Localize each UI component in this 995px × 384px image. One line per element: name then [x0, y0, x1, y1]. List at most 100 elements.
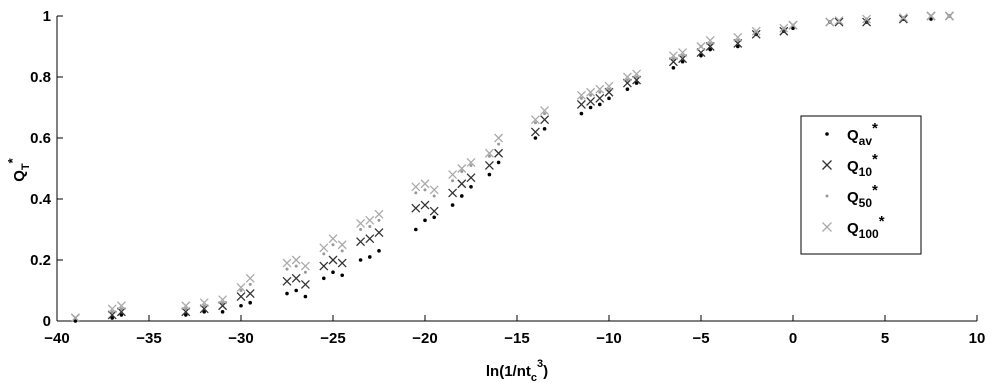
scatter-point: [239, 303, 243, 308]
legend-label-part: 50: [859, 196, 873, 210]
legend-label-part: Q: [847, 220, 859, 237]
x-tick-label: −40: [44, 330, 69, 347]
scatter-point: [119, 313, 124, 317]
scatter-point: [184, 307, 188, 311]
scatter-point: [530, 115, 540, 125]
scatter-point: [368, 224, 372, 228]
scatter-point: [680, 59, 685, 64]
y-tick-label: 0.6: [30, 130, 51, 147]
scatter-point: [862, 14, 872, 24]
label-part: ): [543, 363, 548, 380]
scatter-point: [423, 188, 427, 192]
scatter-point: [634, 81, 639, 85]
scatter-point: [671, 66, 676, 70]
scatter-point: [365, 215, 375, 225]
scatter-point: [411, 182, 421, 192]
y-tick-label: 0.2: [30, 252, 51, 269]
scatter-point: [245, 289, 255, 299]
scatter-point: [542, 127, 547, 131]
scatter-point: [73, 319, 78, 323]
y-tick-label: 0.4: [30, 191, 52, 208]
x-tick-label: −30: [228, 330, 253, 347]
scatter-point: [944, 11, 954, 21]
legend-label-part: av: [859, 134, 873, 148]
x-tick-label: 10: [969, 330, 986, 347]
scatter-point: [432, 194, 436, 198]
legend-label: Q100*: [847, 213, 885, 241]
scatter-point: [604, 81, 614, 91]
scatter-point: [736, 38, 740, 42]
scatter-point: [450, 203, 455, 207]
scatter-point: [586, 96, 596, 106]
scatter-point: [469, 185, 473, 189]
scatter-point: [294, 264, 298, 268]
scatter-point: [239, 289, 243, 292]
scatter-point: [598, 90, 602, 94]
x-tick-label: −20: [412, 330, 437, 347]
scatter-point: [337, 240, 347, 250]
scatter-point: [294, 288, 299, 293]
scatter-point: [543, 112, 547, 116]
scatter-point: [457, 164, 467, 173]
scatter-point: [681, 54, 685, 58]
scatter-point: [497, 142, 501, 146]
scatter-point: [576, 99, 586, 109]
scatter-point: [248, 300, 252, 305]
scatter-point: [245, 273, 255, 283]
label-part: ln(1/nt: [486, 363, 531, 380]
scatter-point: [898, 13, 908, 22]
scatter-point: [181, 301, 191, 311]
scatter-point: [411, 203, 421, 213]
scatter-point: [622, 72, 632, 82]
scatter-point: [356, 237, 366, 247]
scatter-point: [300, 279, 310, 289]
x-tick-label: −35: [136, 330, 161, 347]
scatter-point: [779, 23, 789, 33]
scatter-point: [926, 11, 936, 21]
legend-label-part: *: [879, 213, 885, 230]
scatter-point: [377, 218, 381, 222]
legend-label-part: 10: [859, 165, 873, 179]
scatter-point: [420, 179, 430, 189]
scatter-point: [751, 29, 761, 39]
scatter-point: [484, 148, 494, 158]
scatter-point: [530, 127, 540, 137]
scatter-point: [451, 179, 455, 183]
scatter-point: [365, 234, 375, 244]
scatter-point: [236, 292, 246, 302]
scatter-point: [110, 310, 114, 314]
scatter-point: [779, 26, 789, 36]
scatter-point: [607, 87, 611, 91]
y-axis-label: QT*: [5, 157, 32, 181]
scatter-point: [448, 170, 458, 180]
scatter-point: [429, 206, 439, 216]
scatter-point: [236, 282, 246, 292]
scatter-point: [586, 87, 596, 97]
y-tick-label: 0: [43, 313, 51, 330]
scatter-point: [469, 163, 473, 167]
scatter-point: [202, 304, 206, 308]
scatter-point: [632, 69, 642, 79]
scatter-point: [423, 218, 427, 223]
scatter-point: [496, 160, 501, 165]
scatter-point: [588, 105, 593, 110]
legend-label-part: Q: [847, 158, 859, 175]
scatter-point: [220, 310, 225, 314]
scatter-point: [340, 249, 344, 253]
label-part: 3: [537, 358, 543, 370]
scatter-point: [533, 121, 537, 125]
scatter-point: [825, 17, 835, 27]
scatter-point: [705, 35, 715, 45]
scatter-point: [696, 42, 706, 51]
scatter-point: [595, 93, 605, 103]
scatter-point: [285, 267, 289, 271]
x-tick-label: −10: [596, 330, 621, 347]
scatter-point: [598, 102, 602, 107]
scatter-point: [328, 255, 338, 265]
x-tick-label: −15: [504, 330, 529, 347]
legend-box: [800, 115, 922, 255]
scatter-point: [374, 228, 384, 238]
legend-label: Q10*: [847, 151, 878, 179]
scatter-point: [788, 20, 798, 30]
